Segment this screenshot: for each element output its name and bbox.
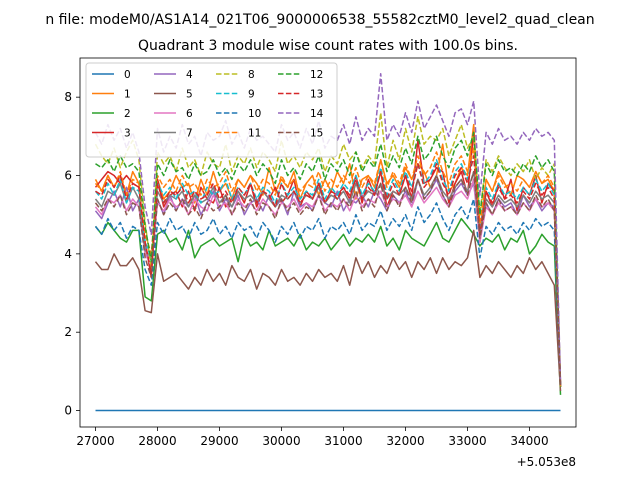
- legend-label-12: 12: [310, 69, 323, 81]
- legend-label-14: 14: [310, 108, 324, 120]
- x-tick-label: 28000: [138, 434, 176, 448]
- y-tick-label: 0: [64, 404, 72, 418]
- legend-label-13: 13: [310, 89, 323, 101]
- y-tick-label: 2: [64, 325, 72, 339]
- x-tick-label: 29000: [200, 434, 238, 448]
- x-tick-label: 27000: [76, 434, 114, 448]
- series-line-10: [94, 198, 562, 388]
- legend-label-5: 5: [186, 89, 193, 101]
- series-layer: [94, 72, 562, 412]
- x-tick-label: 30000: [262, 434, 300, 448]
- legend-label-9: 9: [248, 89, 255, 101]
- legend-frame: [85, 62, 338, 158]
- x-axis: 27000 28000 29000 30000 31000 32000 33000 34000: [76, 427, 549, 448]
- series-line-12: [95, 131, 562, 388]
- x-tick-label: 33000: [448, 434, 486, 448]
- legend-label-7: 7: [186, 128, 193, 140]
- legend-label-11: 11: [248, 128, 261, 140]
- legend-label-0: 0: [124, 69, 131, 81]
- x-tick-label: 31000: [324, 434, 362, 448]
- plot-frame: [79, 57, 577, 428]
- legend-label-3: 3: [124, 128, 131, 140]
- figure-suptitle: n file: modeM0/AS1A14_021T06_9000006538_…: [45, 12, 594, 28]
- legend-label-10: 10: [248, 108, 261, 120]
- chart-title: Quadrant 3 module wise count rates with …: [138, 38, 518, 54]
- series-line-11: [94, 147, 562, 388]
- series-line-13: [95, 155, 562, 388]
- legend-label-15: 15: [310, 128, 323, 140]
- x-tick-label: 34000: [510, 434, 548, 448]
- legend-label-1: 1: [124, 89, 131, 101]
- legend-label-4: 4: [186, 69, 193, 81]
- legend-label-8: 8: [248, 69, 255, 81]
- series-line-5: [94, 229, 562, 392]
- y-tick-label: 4: [64, 247, 72, 261]
- y-axis: 0 2 4 6 8: [64, 90, 80, 418]
- x-tick-label: 32000: [386, 434, 424, 448]
- legend-label-6: 6: [186, 108, 193, 120]
- series-line-15: [94, 170, 562, 388]
- y-tick-label: 8: [64, 90, 72, 104]
- x-offset-label: +5.053e8: [517, 455, 576, 469]
- legend-label-2: 2: [124, 108, 131, 120]
- y-tick-label: 6: [64, 169, 72, 183]
